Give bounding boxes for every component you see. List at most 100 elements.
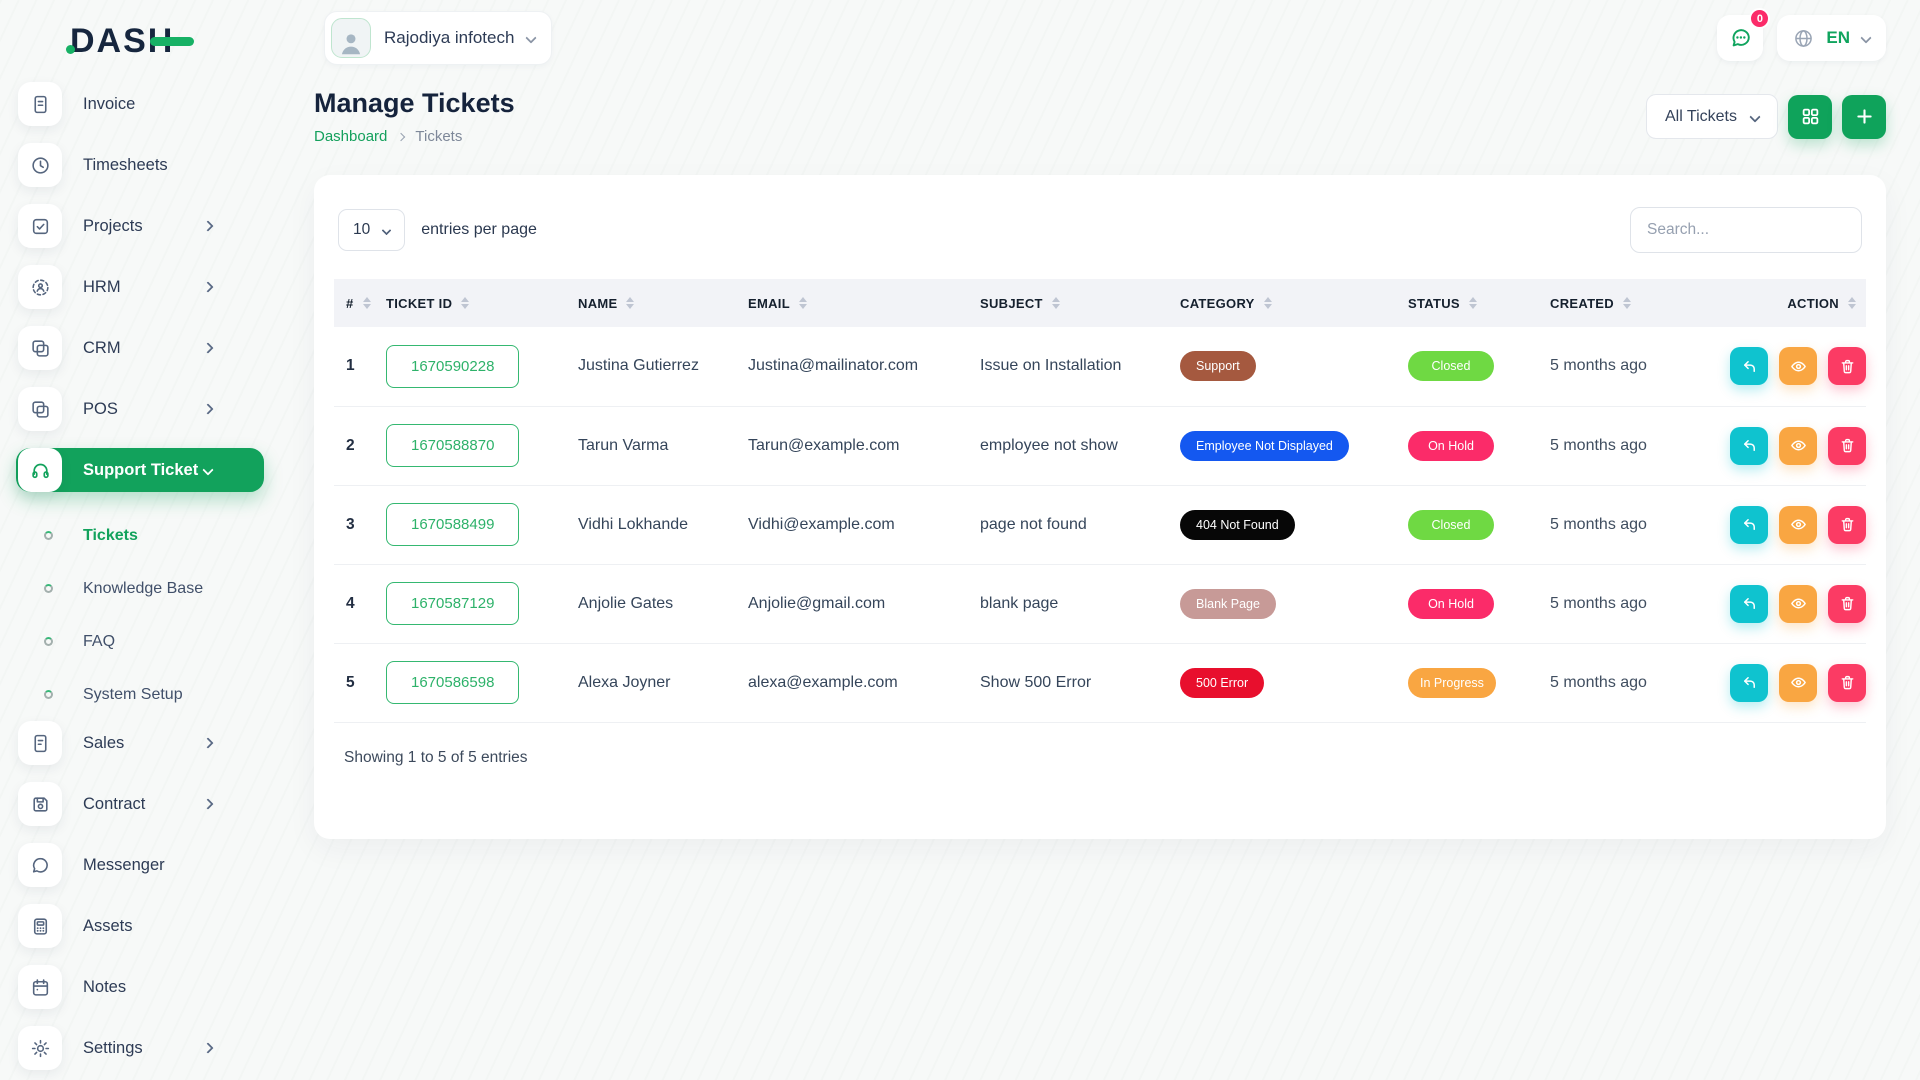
sidebar-item-label: Projects (83, 216, 143, 235)
cell-name: Justina Gutierrez (578, 357, 699, 375)
language-selector[interactable]: EN (1777, 15, 1886, 61)
column-header-created[interactable]: CREATED (1538, 279, 1718, 327)
sidebar-item-contract[interactable]: Contract (16, 782, 264, 826)
reply-button[interactable] (1730, 505, 1768, 544)
chevron-down-icon (1860, 32, 1872, 44)
table-row: 4 1670587129 Anjolie Gates Anjolie@gmail… (334, 564, 1866, 643)
column-header-action[interactable]: ACTION (1718, 279, 1866, 327)
sidebar-item-assets[interactable]: Assets (16, 904, 264, 948)
view-button[interactable] (1779, 584, 1817, 623)
delete-button[interactable] (1828, 347, 1866, 386)
sidebar-item-invoice[interactable]: Invoice (16, 82, 264, 126)
search-input[interactable] (1630, 207, 1862, 253)
column-header--[interactable]: # (334, 279, 374, 327)
cell-ticket-id: 1670588499 (374, 485, 566, 564)
cell-status: On Hold (1396, 406, 1538, 485)
category-badge: 500 Error (1180, 667, 1265, 698)
ticket-id-chip[interactable]: 1670586598 (386, 661, 520, 704)
logo-text: DASH (65, 21, 195, 60)
cell-index: 2 (346, 436, 355, 454)
entries-per-page-select[interactable]: 10 (338, 209, 406, 251)
reply-button[interactable] (1730, 426, 1768, 465)
column-header-category[interactable]: CATEGORY (1168, 279, 1396, 327)
breadcrumb-current: Tickets (415, 128, 463, 145)
view-button[interactable] (1779, 347, 1817, 386)
cell-index: 1 (346, 357, 355, 375)
grid-view-button[interactable] (1788, 94, 1832, 139)
cell-subject: page not found (980, 515, 1087, 533)
sort-icon (1263, 297, 1272, 309)
sidebar-item-label: Assets (83, 916, 133, 935)
sidebar-item-notes[interactable]: Notes (16, 965, 264, 1009)
reply-icon (1743, 677, 1755, 688)
sidebar-item-label: Timesheets (83, 155, 168, 174)
cell-subject: Issue on Installation (980, 357, 1122, 375)
delete-button[interactable] (1828, 426, 1866, 465)
ticket-id-chip[interactable]: 1670588870 (386, 424, 520, 467)
delete-button[interactable] (1828, 505, 1866, 544)
cell-category: Blank Page (1168, 564, 1396, 643)
add-ticket-button[interactable] (1842, 94, 1886, 139)
column-header-ticket-id[interactable]: TICKET ID (374, 279, 566, 327)
tickets-card: 10 entries per page (314, 175, 1886, 839)
ticket-id-chip[interactable]: 1670587129 (386, 582, 520, 625)
cell-action (1718, 485, 1866, 564)
column-label: EMAIL (748, 295, 790, 311)
cell-created: 5 months ago (1550, 515, 1647, 533)
sidebar-item-system-setup[interactable]: System Setup (16, 668, 264, 721)
cell-ticket-id: 1670587129 (374, 564, 566, 643)
column-label: CREATED (1550, 295, 1614, 311)
reply-button[interactable] (1730, 347, 1768, 386)
reply-icon (1743, 519, 1755, 530)
sidebar-item-faq[interactable]: FAQ (16, 615, 264, 668)
column-header-name[interactable]: NAME (566, 279, 736, 327)
table-row: 3 1670588499 Vidhi Lokhande Vidhi@exampl… (334, 485, 1866, 564)
cell-created: 5 months ago (1550, 436, 1647, 454)
column-header-email[interactable]: EMAIL (736, 279, 968, 327)
ticket-filter-select[interactable]: All Tickets (1645, 94, 1778, 139)
sidebar-item-support-ticket[interactable]: Support Ticket (16, 448, 264, 492)
sidebar-item-messenger[interactable]: Messenger (16, 843, 264, 887)
sidebar-item-projects[interactable]: Projects (16, 204, 264, 248)
table-controls: 10 entries per page (334, 207, 1866, 279)
sidebar-item-tickets[interactable]: Tickets (16, 509, 264, 562)
reply-button[interactable] (1730, 584, 1768, 623)
sidebar-item-label: Invoice (83, 94, 136, 113)
sidebar-item-settings[interactable]: Settings (16, 1026, 264, 1070)
view-button[interactable] (1779, 505, 1817, 544)
company-dropdown[interactable]: Rajodiya infotech (324, 11, 553, 65)
eye-icon (1790, 677, 1806, 688)
delete-button[interactable] (1828, 584, 1866, 623)
cell-name: Vidhi Lokhande (578, 515, 689, 533)
chevron-icon (202, 342, 214, 354)
page-header: Manage Tickets Dashboard Tickets All Tic… (314, 88, 1886, 145)
sort-icon (1622, 297, 1631, 309)
sidebar-item-crm[interactable]: CRM (16, 326, 264, 370)
sidebar-item-knowledge-base[interactable]: Knowledge Base (16, 562, 264, 615)
cell-category: 500 Error (1168, 643, 1396, 722)
sidebar-item-pos[interactable]: POS (16, 387, 264, 431)
view-button[interactable] (1779, 663, 1817, 702)
calendar-icon (30, 977, 51, 998)
sidebar-item-timesheets[interactable]: Timesheets (16, 143, 264, 187)
ticket-id-chip[interactable]: 1670590228 (386, 344, 520, 388)
cell-index: 5 (346, 673, 355, 691)
cell-created: 5 months ago (1550, 673, 1647, 691)
view-button[interactable] (1779, 426, 1817, 465)
reply-button[interactable] (1730, 663, 1768, 702)
cell-category: Employee Not Displayed (1168, 406, 1396, 485)
breadcrumb-link-dashboard[interactable]: Dashboard (314, 128, 388, 145)
messages-button[interactable]: 0 (1717, 8, 1771, 61)
column-header-status[interactable]: STATUS (1396, 279, 1538, 327)
sidebar-item-hrm[interactable]: HRM (16, 265, 264, 309)
sort-icon (1051, 297, 1060, 309)
eye-icon (1790, 519, 1806, 530)
sidebar-item-sales[interactable]: Sales (16, 721, 264, 765)
sort-icon (362, 297, 371, 309)
dash-logo[interactable]: DASH (16, 0, 264, 82)
bullet-icon (44, 690, 53, 699)
delete-button[interactable] (1828, 663, 1866, 702)
column-header-subject[interactable]: SUBJECT (968, 279, 1168, 327)
plus-icon (1856, 109, 1872, 124)
ticket-id-chip[interactable]: 1670588499 (386, 503, 520, 546)
